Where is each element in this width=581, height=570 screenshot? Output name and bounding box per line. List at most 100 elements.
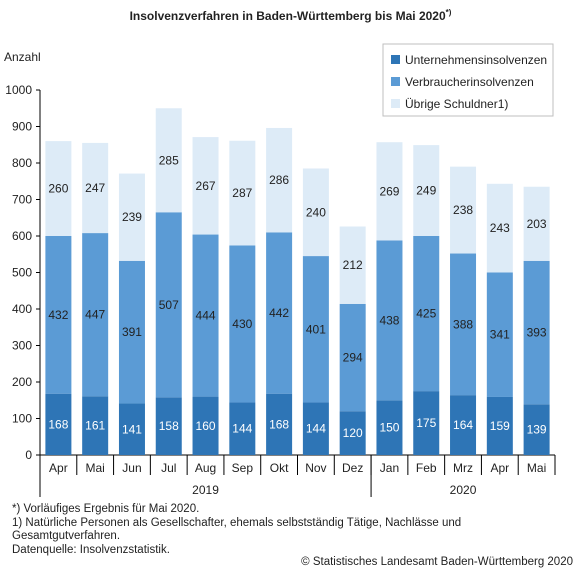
- bar-segment: [302, 168, 329, 257]
- data-label: 139: [527, 423, 547, 437]
- bar-segment: [339, 411, 366, 455]
- data-label: 432: [48, 308, 68, 322]
- data-label: 203: [527, 217, 547, 231]
- data-label: 175: [416, 416, 436, 430]
- bar-segment: [302, 256, 329, 403]
- bar-segment: [82, 142, 109, 234]
- legend-box: [382, 43, 554, 117]
- y-tick-label: 700: [12, 193, 32, 207]
- bar-segment: [155, 397, 182, 455]
- y-tick-label: 1000: [5, 83, 32, 97]
- bar-segment: [523, 260, 550, 405]
- data-label: 269: [379, 184, 399, 198]
- bar-segment: [413, 391, 440, 455]
- data-label: 247: [85, 181, 105, 195]
- data-label: 294: [343, 351, 363, 365]
- bar-segment: [376, 400, 403, 455]
- y-tick-label: 600: [12, 229, 32, 243]
- legend-swatch: [391, 77, 400, 86]
- data-label: 286: [269, 173, 289, 187]
- bar-segment: [266, 127, 293, 233]
- copyright-source: © Statistisches Landesamt Baden-Württemb…: [301, 556, 573, 568]
- chart-title: Insolvenzverfahren in Baden-Württemberg …: [129, 8, 452, 23]
- footnotes: *) Vorläufiges Ergebnis für Mai 2020. 1)…: [12, 503, 512, 557]
- data-label: 168: [48, 417, 68, 431]
- x-tick-label: Dez: [342, 461, 363, 475]
- bar-segment: [376, 142, 403, 241]
- bar-segment: [523, 404, 550, 455]
- bar-segment: [45, 393, 72, 455]
- data-label: 120: [343, 426, 363, 440]
- data-label: 285: [159, 153, 179, 167]
- data-label: 388: [453, 317, 473, 331]
- x-tick-label: Mai: [86, 461, 105, 475]
- y-tick-label: 300: [12, 339, 32, 353]
- bar-segment: [82, 396, 109, 455]
- bar-segment: [302, 402, 329, 455]
- x-tick-label: Okt: [270, 461, 289, 475]
- data-label: 158: [159, 419, 179, 433]
- legend-swatch: [391, 99, 400, 108]
- data-label: 401: [306, 322, 326, 336]
- x-tick-label: Mrz: [453, 461, 473, 475]
- data-label: 240: [306, 205, 326, 219]
- data-label: 430: [232, 317, 252, 331]
- legend-label: Unternehmensinsolvenzen: [405, 53, 547, 67]
- data-label: 444: [196, 309, 216, 323]
- bar-segment: [45, 141, 72, 236]
- bar-segment: [413, 145, 440, 236]
- data-label: 160: [196, 419, 216, 433]
- x-tick-label: Jul: [161, 461, 176, 475]
- data-label: 243: [490, 221, 510, 235]
- data-label: 287: [232, 186, 252, 200]
- data-label: 447: [85, 308, 105, 322]
- data-label: 141: [122, 422, 142, 436]
- y-tick-label: 400: [12, 302, 32, 316]
- bar-segment: [523, 186, 550, 261]
- y-tick-label: 800: [12, 156, 32, 170]
- data-label: 239: [122, 210, 142, 224]
- data-label: 393: [527, 326, 547, 340]
- bar-segment: [118, 173, 145, 261]
- bar-segment: [192, 137, 219, 235]
- bar-segment: [450, 166, 477, 254]
- x-tick-label: Sep: [232, 461, 254, 475]
- bar-segment: [339, 303, 366, 412]
- bar-segment: [229, 402, 256, 455]
- bar-segment: [450, 395, 477, 455]
- x-tick-label: Jan: [380, 461, 399, 475]
- y-tick-label: 100: [12, 412, 32, 426]
- x-tick-label: Jun: [122, 461, 141, 475]
- bar-segment: [155, 108, 182, 213]
- legend-label: Verbraucherinsolvenzen: [405, 75, 534, 89]
- bar-segment: [266, 393, 293, 455]
- y-tick-label: 200: [12, 375, 32, 389]
- data-label: 164: [453, 418, 473, 432]
- y-tick-label: 500: [12, 266, 32, 280]
- bar-segment: [486, 272, 513, 397]
- data-label: 260: [48, 182, 68, 196]
- bar-segment: [118, 403, 145, 455]
- y-tick-label: 0: [25, 448, 32, 462]
- data-label: 267: [196, 179, 216, 193]
- data-label: 212: [343, 258, 363, 272]
- data-label: 161: [85, 419, 105, 433]
- data-label: 391: [122, 325, 142, 339]
- x-tick-label: Feb: [416, 461, 437, 475]
- bar-segment: [155, 212, 182, 398]
- x-tick-label: Nov: [305, 461, 326, 475]
- data-label: 341: [490, 328, 510, 342]
- y-tick-label: 900: [12, 120, 32, 134]
- bar-segment: [118, 260, 145, 404]
- bar-segment: [229, 245, 256, 403]
- bar-segment: [192, 234, 219, 397]
- footnote-data-source: Datenquelle: Insolvenzstatistik.: [12, 543, 170, 556]
- data-label: 144: [232, 422, 252, 436]
- bar-segment: [229, 140, 256, 246]
- x-tick-label: Apr: [490, 461, 509, 475]
- bar-segment: [486, 183, 513, 273]
- data-label: 249: [416, 184, 436, 198]
- bar-segment: [413, 236, 440, 392]
- data-label: 238: [453, 203, 473, 217]
